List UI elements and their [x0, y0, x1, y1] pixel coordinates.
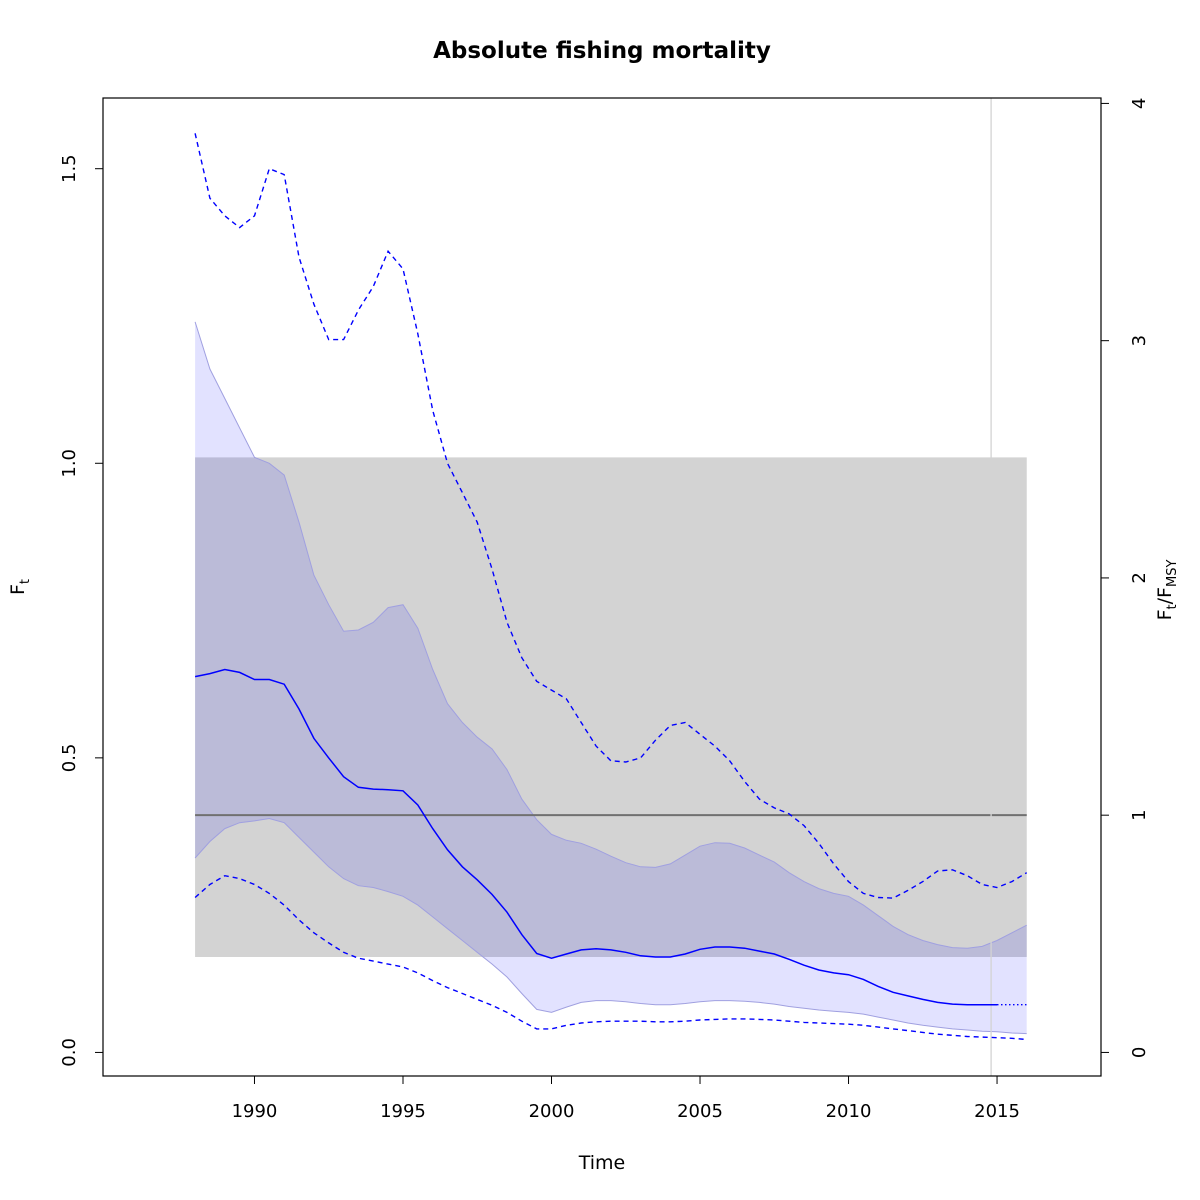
y-axis-right-label: Ft/FMSY — [1154, 560, 1180, 621]
ci-upper-edge — [194, 321, 1027, 949]
y-axis-right-label-num-sub: t — [1165, 604, 1180, 609]
x-tick-label: 2010 — [826, 1101, 872, 1122]
fmsy-band — [195, 457, 1027, 957]
y-right-tick-label: 0 — [1129, 1047, 1150, 1058]
y-right-tick-label: 3 — [1129, 335, 1150, 346]
plot-area — [194, 98, 1028, 1076]
x-tick-label: 1990 — [232, 1101, 278, 1122]
y-tick-label: 0.0 — [59, 1038, 80, 1067]
y-axis-label-main: F — [7, 584, 29, 595]
y-axis-right: 0 1 2 3 4 — [1100, 98, 1150, 1058]
y-tick-label: 1.5 — [59, 154, 80, 183]
y-axis-label-sub: t — [18, 579, 33, 584]
y-axis: 0.0 0.5 1.0 1.5 — [59, 154, 104, 1067]
x-axis-label: Time — [578, 1152, 626, 1174]
x-tick-label: 2015 — [974, 1101, 1020, 1122]
x-tick-label: 1995 — [380, 1101, 426, 1122]
y-tick-label: 0.5 — [59, 744, 80, 773]
chart-title: Absolute fishing mortality — [433, 38, 771, 64]
x-axis: 1990 1995 2000 2005 2010 2015 — [232, 1075, 1020, 1122]
outer-lower-line — [194, 874, 1027, 1041]
y-right-tick-label: 1 — [1129, 809, 1150, 820]
y-right-tick-label: 4 — [1129, 98, 1150, 109]
y-right-tick-label: 2 — [1129, 572, 1150, 583]
ci-lower-edge — [194, 817, 1027, 1035]
y-tick-label: 1.0 — [59, 449, 80, 478]
y-axis-right-label-den-sub: MSY — [1165, 560, 1180, 587]
x-tick-label: 2005 — [677, 1101, 723, 1122]
y-axis-right-label-den: F — [1154, 587, 1176, 598]
estimate-line — [194, 668, 997, 1006]
x-tick-label: 2000 — [529, 1101, 575, 1122]
y-axis-label: Ft — [7, 579, 33, 595]
y-axis-right-label-num: F — [1154, 609, 1176, 620]
outer-upper-line — [194, 133, 1028, 899]
ci-band — [195, 321, 1027, 1034]
